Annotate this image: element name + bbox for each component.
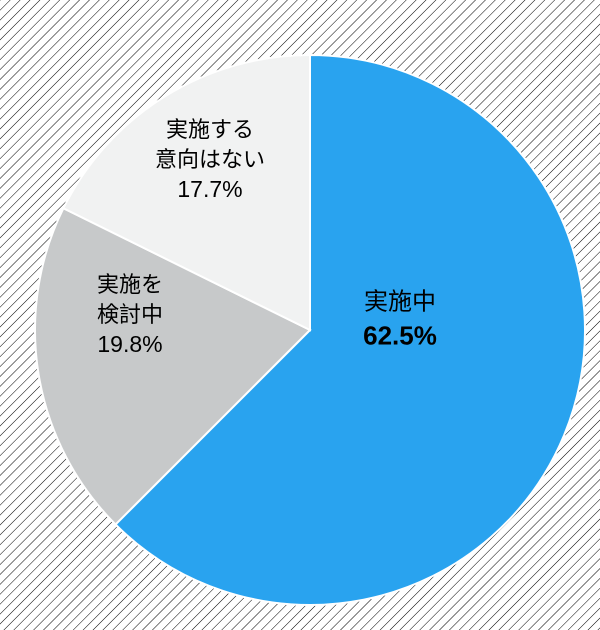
slice-label-no-intention: 実施する意向はない17.7%	[155, 115, 265, 205]
chart-stage: 実施中62.5% 実施を検討中19.8% 実施する意向はない17.7%	[0, 0, 600, 630]
pie-chart	[0, 0, 600, 630]
slice-label-considering: 実施を検討中19.8%	[97, 270, 163, 360]
slice-label-implementing: 実施中62.5%	[363, 286, 437, 353]
